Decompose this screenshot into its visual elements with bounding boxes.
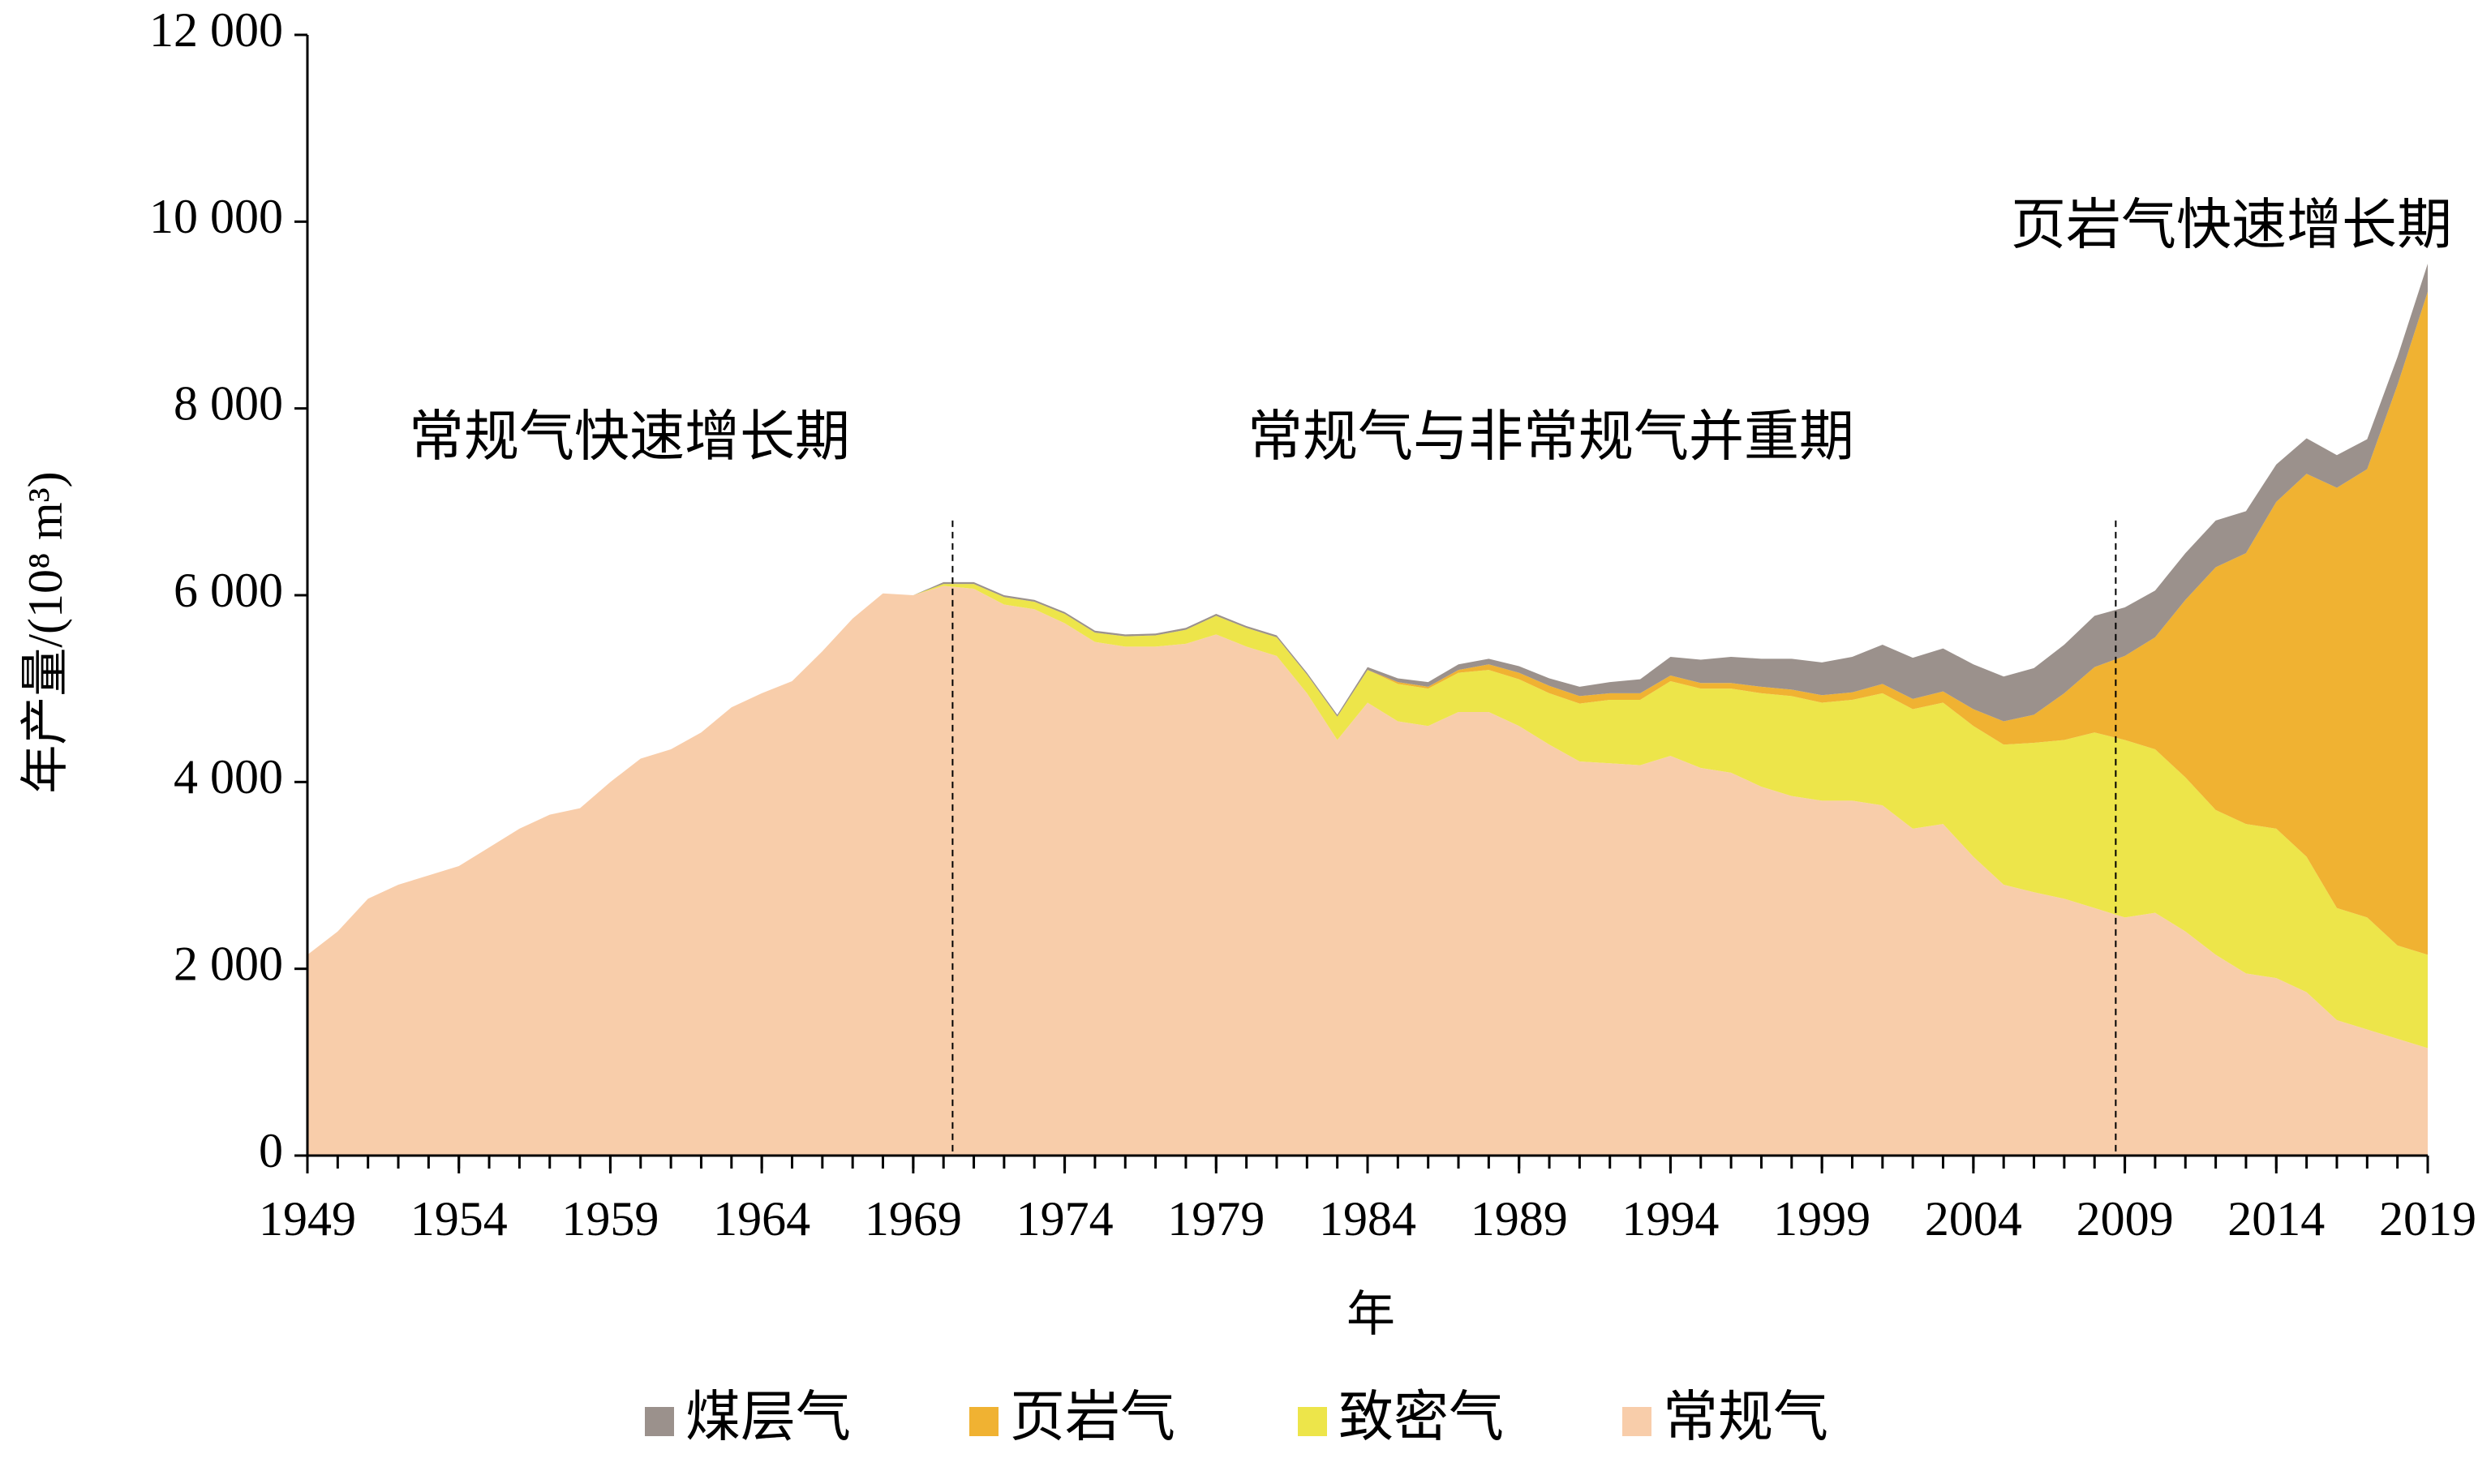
x-tick-label: 2014: [2227, 1192, 2325, 1246]
y-tick-label: 12 000: [149, 3, 283, 57]
area: [307, 584, 2428, 1049]
legend-swatch: [645, 1407, 674, 1436]
area: [307, 585, 2428, 1156]
legend-label: 页岩气: [1010, 1387, 1175, 1448]
legend-label: 常规气: [1663, 1387, 1828, 1448]
y-tick-label: 0: [259, 1124, 283, 1177]
x-tick-label: 1964: [713, 1192, 810, 1246]
y-axis-label: 年产量/(10⁸ m³): [19, 471, 72, 793]
x-tick-label: 1949: [259, 1192, 356, 1246]
x-tick-label: 1994: [1621, 1192, 1719, 1246]
x-tick-label: 2009: [2077, 1192, 2174, 1246]
annotation: 页岩气快速增长期: [2011, 195, 2452, 256]
y-tick-label: 2 000: [174, 937, 283, 990]
x-tick-label: 1959: [561, 1192, 659, 1246]
x-tick-label: 1989: [1471, 1192, 1568, 1246]
x-tick-label: 1984: [1319, 1192, 1416, 1246]
legend-label: 煤层气: [685, 1387, 851, 1448]
x-tick-label: 1999: [1773, 1192, 1870, 1246]
legend-swatch: [969, 1407, 999, 1436]
x-tick-label: 1979: [1167, 1192, 1265, 1246]
annotation: 常规气与非常规气并重期: [1248, 406, 1854, 468]
x-tick-label: 2019: [2379, 1192, 2476, 1246]
x-tick-label: 1974: [1016, 1192, 1114, 1246]
y-tick-label: 4 000: [174, 750, 283, 804]
y-tick-label: 6 000: [174, 564, 283, 617]
x-tick-label: 1954: [410, 1192, 508, 1246]
x-axis-label: 年: [1346, 1288, 1395, 1341]
x-tick-label: 2004: [1925, 1192, 2022, 1246]
annotation: 常规气快速增长期: [409, 406, 850, 468]
x-tick-label: 1969: [865, 1192, 962, 1246]
legend-swatch: [1622, 1407, 1651, 1436]
legend-label: 致密气: [1338, 1387, 1504, 1448]
y-tick-label: 8 000: [174, 376, 283, 430]
legend-swatch: [1298, 1407, 1327, 1436]
y-tick-label: 10 000: [149, 190, 283, 243]
